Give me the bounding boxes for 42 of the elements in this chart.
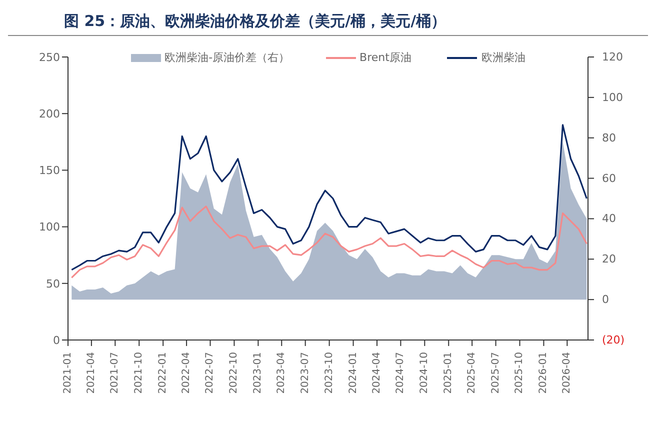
x-tick-label: 2024-10	[419, 352, 430, 394]
y-tick-label: 250	[39, 50, 60, 64]
legend-label: 欧洲柴油	[480, 50, 526, 65]
x-tick-label: 2021-04	[86, 352, 97, 394]
x-tick-label: 2025-01	[443, 352, 454, 394]
x-tick-label: 2025-10	[514, 352, 526, 394]
x-tick-label: 2023-04	[276, 352, 288, 394]
y2-tick-label: 20	[602, 252, 616, 266]
y-tick-label: 100	[39, 220, 60, 234]
x-tick-label: 2021-10	[134, 352, 145, 394]
x-tick-label: 2021-01	[62, 352, 74, 394]
y2-tick-label: 60	[602, 172, 616, 185]
x-tick-label: 2026-01	[538, 352, 550, 394]
x-tick-label: 2025-07	[490, 352, 502, 394]
x-tick-label: 2022-10	[228, 352, 240, 394]
y2-tick-label: 40	[602, 212, 616, 226]
x-tick-label: 2023-01	[252, 352, 264, 394]
y2-tick-label: 0	[602, 293, 609, 306]
y-tick-label: 200	[39, 108, 60, 121]
line-series	[70, 206, 588, 279]
x-tick-label: 2023-07	[300, 352, 311, 394]
y2-tick-label: 100	[602, 90, 623, 104]
y2-tick-label: 120	[602, 50, 623, 64]
y-tick-label: 0	[53, 334, 60, 347]
x-tick-label: 2024-07	[395, 352, 406, 394]
legend-label: Brent原油	[358, 50, 412, 65]
x-tick-label: 2024-01	[348, 352, 359, 394]
x-tick-label: 2021-07	[110, 352, 121, 394]
x-tick-label: 2025-04	[466, 352, 478, 394]
line-series	[70, 124, 588, 271]
x-tick-label: 2022-01	[158, 352, 169, 394]
x-tick-label: 2023-10	[324, 352, 335, 394]
x-tick-label: 2022-07	[204, 352, 216, 394]
y-tick-label: 150	[39, 164, 60, 178]
x-tick-label: 2024-04	[371, 352, 382, 394]
y2-tick-label: (20)	[602, 334, 625, 346]
y2-tick-label: 80	[602, 131, 616, 144]
x-tick-label: 2022-04	[181, 352, 192, 394]
x-tick-label: 2026-04	[562, 352, 573, 394]
legend-label: 欧洲柴油-原油价差（右）	[164, 50, 290, 65]
chart-title: 图 25：原油、欧洲柴油价格及价差（美元/桶，美元/桶）	[8, 8, 648, 36]
y-tick-label: 50	[46, 277, 60, 290]
